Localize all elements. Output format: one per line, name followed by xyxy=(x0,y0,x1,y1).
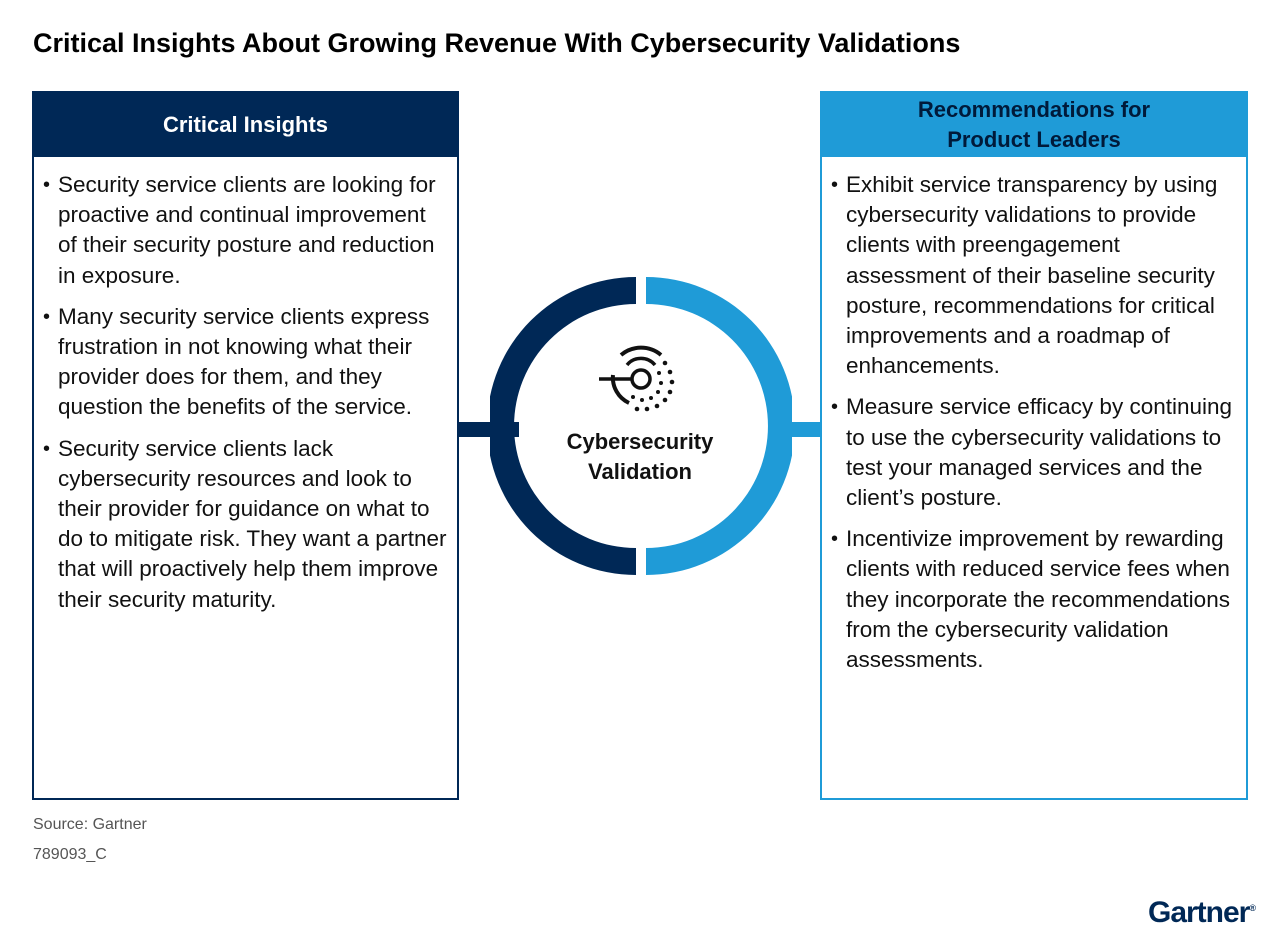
page-title: Critical Insights About Growing Revenue … xyxy=(33,28,961,58)
hub-label-line1: Cybersecurity xyxy=(566,429,714,454)
validation-hub-ring xyxy=(490,277,792,575)
gartner-logo-mark: ® xyxy=(1249,903,1256,913)
recommendations-heading-line1: Recommendations for xyxy=(917,97,1151,122)
gartner-logo: Gartner® xyxy=(1148,896,1256,930)
recommendations-heading-line2: Product Leaders xyxy=(947,127,1121,152)
hub-label: Cybersecurity Validation xyxy=(540,427,740,487)
recommendation-item-3: Incentivize improvement by rewarding cli… xyxy=(830,524,1236,675)
recommendations-panel: Recommendations for Product Leaders Exhi… xyxy=(820,91,1248,800)
critical-insights-panel: Critical Insights Security service clien… xyxy=(32,91,459,800)
recommendation-item-1: Exhibit service transparency by using cy… xyxy=(830,170,1236,381)
cybersecurity-target-icon xyxy=(599,345,675,412)
critical-insights-heading-text: Critical Insights xyxy=(162,112,329,137)
insight-item-2: Many security service clients express fr… xyxy=(42,302,447,423)
recommendation-item-2: Measure service efficacy by continuing t… xyxy=(830,392,1236,513)
insight-item-3: Security service clients lack cybersecur… xyxy=(42,434,447,615)
hub-ring-left-half xyxy=(490,277,636,575)
critical-insights-list: Security service clients are looking for… xyxy=(34,157,457,615)
recommendations-list: Exhibit service transparency by using cy… xyxy=(822,157,1246,675)
critical-insights-heading: Critical Insights xyxy=(34,93,457,157)
gartner-logo-text: Gartner xyxy=(1147,896,1250,929)
recommendations-heading: Recommendations for Product Leaders xyxy=(822,93,1246,157)
source-note: Source: Gartner xyxy=(33,816,147,833)
hub-ring-right-half xyxy=(646,277,792,575)
hub-label-line2: Validation xyxy=(588,459,692,484)
insight-item-1: Security service clients are looking for… xyxy=(42,170,447,291)
figure-code: 789093_C xyxy=(33,846,107,863)
